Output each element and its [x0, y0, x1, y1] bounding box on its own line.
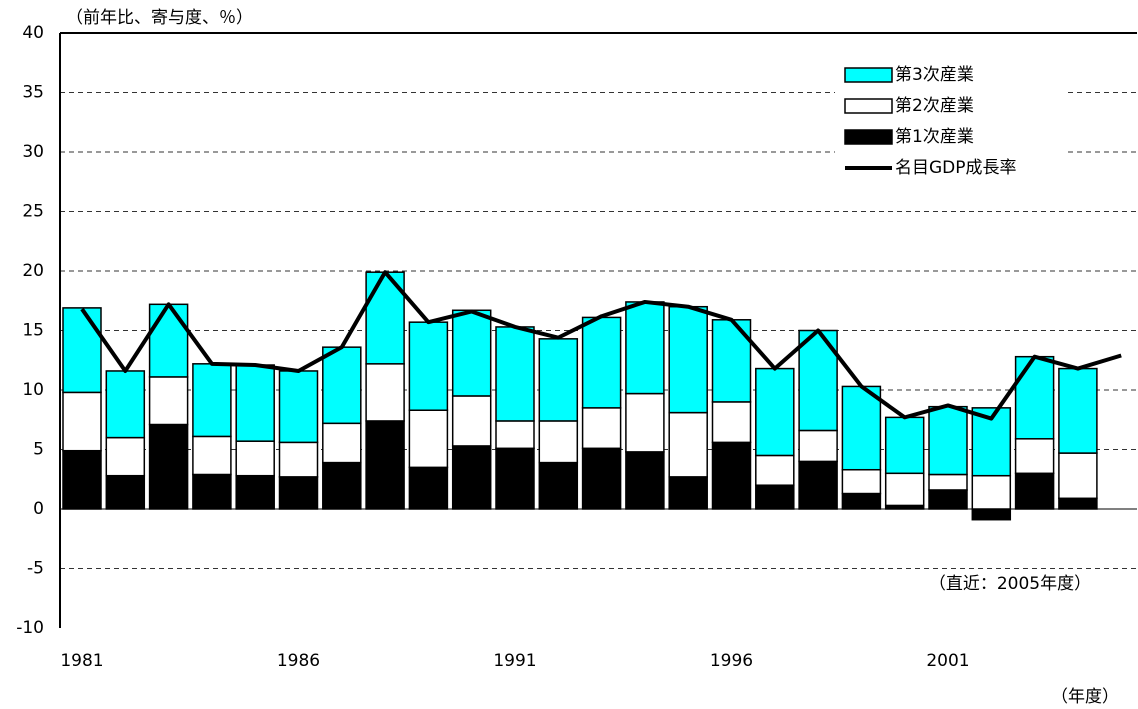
bar-segment — [495, 447, 535, 510]
bar-segment — [278, 370, 319, 444]
bar-segment — [1058, 367, 1098, 454]
legend-label: 名目GDP成長率 — [895, 158, 1017, 178]
bar-segment — [451, 309, 492, 397]
bar-segment — [105, 370, 146, 439]
bar-segment — [884, 416, 925, 475]
bar-segment — [1014, 355, 1055, 440]
bar-segment — [495, 420, 535, 450]
bar-segment — [841, 468, 882, 495]
legend-label: 第1次産業 — [895, 127, 974, 147]
bar-segment — [928, 405, 968, 476]
line-series — [80, 270, 1122, 421]
x-tick-label: 1996 — [710, 651, 753, 671]
y-tick-label: 20 — [22, 261, 44, 281]
bar-segment — [538, 420, 579, 464]
bar-segment — [711, 401, 752, 444]
bar-segment — [841, 492, 882, 510]
bar-segment — [1058, 497, 1098, 510]
bar-segment — [711, 441, 752, 510]
y-tick-label: 15 — [22, 321, 44, 341]
bar-segment — [322, 461, 362, 510]
bar-segment — [105, 436, 146, 477]
bar-segment — [278, 476, 319, 510]
bar-segment — [581, 407, 622, 450]
y-tick-label: -10 — [16, 618, 44, 638]
bar-segment — [322, 422, 362, 464]
bar-segment — [62, 449, 102, 510]
y-tick-label: 40 — [22, 23, 44, 43]
legend-swatch — [844, 98, 893, 114]
bar-segment — [62, 307, 102, 394]
bar-segment — [451, 395, 492, 447]
bar-segment — [538, 338, 579, 422]
bar-segment — [668, 411, 708, 478]
bar-segment — [581, 447, 622, 510]
x-tick-label: 1981 — [60, 651, 103, 671]
legend-swatch — [844, 129, 893, 145]
bar-segment — [928, 489, 968, 510]
bar-segment — [971, 474, 1012, 510]
bar-segment — [1058, 452, 1098, 500]
bar-segment — [365, 420, 405, 510]
bar-segment — [538, 461, 579, 510]
bar-segment — [928, 473, 968, 491]
bar-segment — [495, 326, 535, 422]
y-tick-label: 0 — [33, 499, 44, 519]
bar-segment — [322, 346, 362, 425]
bar-segment — [755, 484, 795, 510]
bar-segment — [625, 451, 665, 510]
bar-segment — [192, 473, 232, 510]
bar-segment — [278, 441, 319, 478]
bar-segment — [841, 385, 882, 471]
y-tick-label: 35 — [22, 83, 44, 103]
bar-segment — [62, 391, 102, 452]
y-tick-label: 5 — [33, 440, 44, 460]
x-tick-label: 1991 — [493, 651, 536, 671]
y-tick-label: 25 — [22, 202, 44, 222]
x-tick-label: 1986 — [277, 651, 320, 671]
annotation: （直近：2005年度） — [929, 574, 1091, 594]
bar-segment — [148, 423, 189, 510]
bar-segment — [148, 376, 189, 426]
y-tick-label: 10 — [22, 380, 44, 400]
bar-segment — [1014, 438, 1055, 475]
bar-segment — [668, 305, 708, 414]
bar-segment — [884, 472, 925, 507]
bar-segment — [192, 363, 232, 438]
bar-segment — [625, 392, 665, 453]
bar-segment — [668, 476, 708, 510]
bar-segment — [365, 363, 405, 422]
bar-segment — [581, 316, 622, 409]
bar-segment — [408, 321, 449, 411]
bar-segment — [798, 429, 838, 463]
y-axis-label: （前年比、寄与度、％） — [66, 8, 253, 28]
bar-segment — [625, 301, 665, 395]
bar-segment — [105, 474, 146, 510]
y-tick-label: -5 — [27, 559, 44, 579]
bar-segment — [755, 454, 795, 486]
legend-label: 第3次産業 — [895, 65, 974, 85]
legend-swatch — [844, 67, 893, 83]
bar-segment — [451, 445, 492, 510]
bar-segment — [235, 440, 275, 477]
bar-segment — [798, 460, 838, 510]
x-tick-label: 2001 — [926, 651, 969, 671]
bar-segment — [192, 435, 232, 476]
y-tick-label: 30 — [22, 142, 44, 162]
bar-segment — [148, 303, 189, 378]
legend-label: 第2次産業 — [895, 96, 974, 116]
bar-segment — [408, 409, 449, 469]
x-axis-label: （年度） — [1051, 687, 1119, 707]
bar-segment — [235, 474, 275, 510]
bar-segment — [408, 466, 449, 510]
bar-segment — [755, 367, 795, 457]
bar-segment — [1014, 472, 1055, 510]
bar-segment — [235, 364, 275, 442]
bar-segment — [971, 508, 1012, 521]
